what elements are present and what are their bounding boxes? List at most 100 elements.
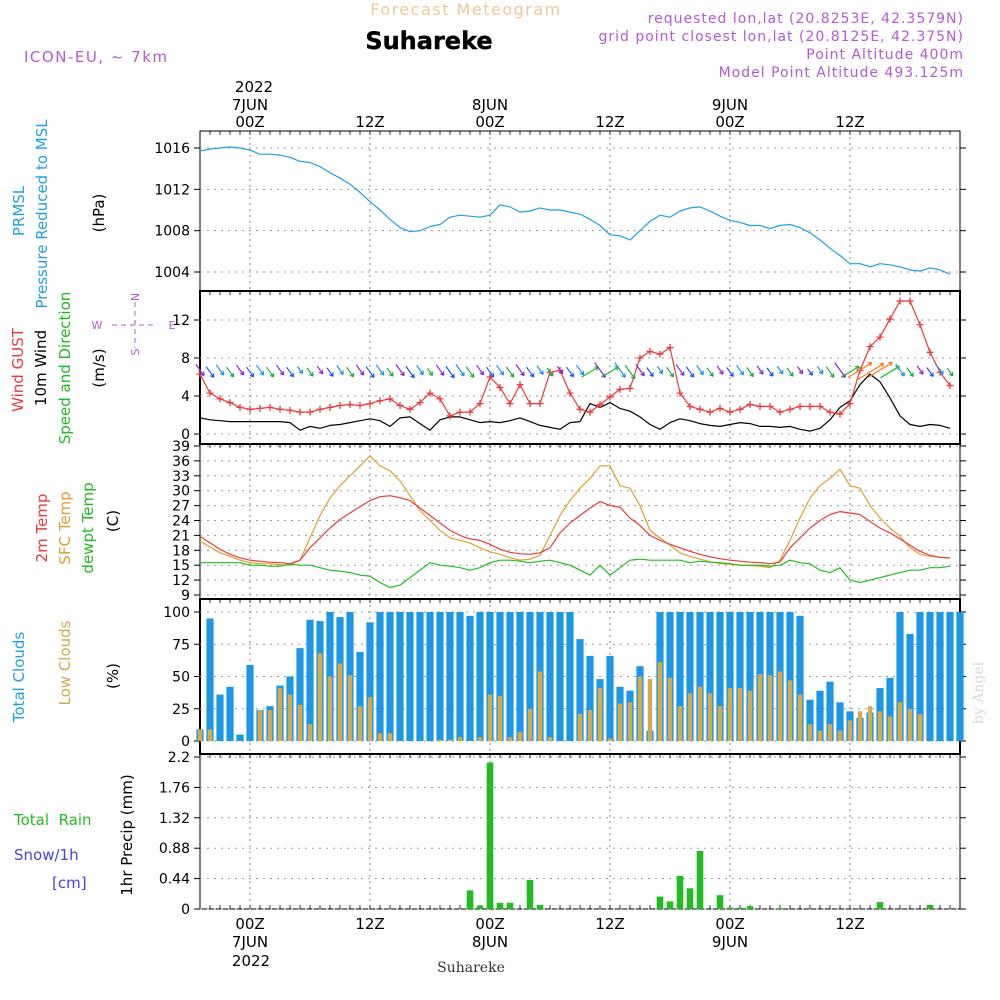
wind-direction-arrowhead — [389, 372, 394, 377]
clouds-tick-label: 0 — [181, 734, 190, 750]
gust-point — [276, 405, 284, 413]
total-clouds-bar — [456, 612, 464, 741]
gust-point — [636, 354, 644, 362]
bottom-hour-label: 12Z — [355, 915, 384, 933]
bottom-hour-label: 00Z — [475, 915, 504, 933]
low-clouds-bar — [757, 673, 763, 741]
wind-direction-arrowhead — [789, 372, 794, 377]
total-clouds-bar — [936, 612, 944, 741]
wind-direction-arrow — [906, 367, 914, 377]
wind-direction-arrowhead — [419, 370, 424, 376]
low-clouds-bar — [377, 733, 383, 741]
wind-direction-arrow — [286, 366, 294, 378]
top-hour-label: 12Z — [355, 113, 384, 131]
wind-direction-arrow — [867, 361, 893, 379]
wind-direction-arrow — [515, 364, 525, 376]
temp-tick-label: 27 — [172, 499, 190, 515]
low-clouds-bar — [877, 711, 883, 741]
wind-direction-arrowhead — [520, 371, 525, 377]
low-clouds-bar — [257, 710, 263, 741]
total-clouds-bar — [896, 612, 904, 741]
low-clouds-bar — [667, 677, 673, 741]
precip-tick-label: 1.76 — [159, 780, 190, 796]
wind-direction-arrowhead — [469, 373, 475, 378]
wind-direction-arrowhead — [259, 370, 265, 376]
wind-speed-line — [199, 373, 951, 432]
wind-direction-arrowhead — [778, 369, 784, 375]
low-clouds-bar — [747, 690, 753, 741]
gust-point — [586, 408, 594, 416]
total-clouds-label: Total Clouds — [10, 632, 28, 724]
gust-point — [476, 400, 484, 408]
gust-point — [266, 403, 274, 411]
total-clouds-bar — [226, 686, 234, 741]
temp-tick-label: 33 — [172, 469, 190, 485]
wind-direction-arrowhead — [729, 372, 734, 378]
total-clouds-bar — [806, 699, 814, 741]
wind-direction-arrow — [355, 364, 365, 376]
temp-tick-label: 18 — [172, 543, 190, 559]
total-clouds-bar — [826, 681, 834, 741]
clouds-tick-label: 100 — [163, 605, 190, 621]
wind-direction-arrow — [386, 367, 394, 377]
low-clouds-bar — [637, 676, 643, 741]
wind-direction-arrow — [316, 365, 324, 375]
wind-direction-arrowhead — [439, 371, 445, 376]
total-clouds-bar — [516, 612, 524, 741]
wind-direction-arrow — [416, 365, 424, 375]
low-clouds-bar — [587, 710, 593, 741]
low-clouds-bar — [517, 731, 523, 741]
gust-point — [916, 321, 924, 329]
low-clouds-bar — [197, 729, 203, 741]
gust-point — [716, 404, 724, 412]
wind-direction-arrow — [346, 366, 354, 378]
pressure-unit: (hPa) — [90, 194, 108, 233]
wind-direction-arrowhead — [929, 372, 934, 378]
clouds-tick-label: 50 — [172, 670, 190, 686]
total-clouds-bar — [836, 702, 844, 741]
low-clouds-bar — [507, 737, 513, 741]
gust-point — [236, 403, 244, 411]
wind-gust-line — [199, 300, 951, 417]
gust-point — [836, 410, 844, 418]
wind-direction-arrow — [235, 364, 245, 376]
gust-point — [526, 400, 534, 408]
top-hour-label: 00Z — [715, 113, 744, 131]
total-clouds-bar — [506, 612, 514, 741]
gust-point — [396, 402, 404, 409]
gust-point — [846, 400, 854, 408]
low-clouds-bar — [697, 686, 703, 741]
low-clouds-bar — [487, 694, 493, 741]
low-clouds-bar — [357, 706, 363, 741]
wind-direction-arrowhead — [558, 369, 564, 375]
clouds-tick-label: 75 — [172, 637, 190, 653]
wind-direction-arrowhead — [669, 372, 675, 378]
rain-bar — [726, 907, 734, 909]
wind-direction-arrow — [336, 365, 344, 375]
wind-direction-arrow — [635, 363, 645, 377]
wind-direction-arrow — [566, 366, 574, 378]
low-clouds-label: Low Clouds — [56, 620, 74, 705]
wind-direction-arrow — [365, 366, 375, 378]
low-clouds-bar — [787, 680, 793, 741]
rain-bar — [506, 902, 514, 909]
gust-point — [796, 402, 804, 410]
location-title: Suhareke — [365, 27, 492, 55]
low-clouds-bar — [767, 675, 773, 741]
wind-direction-arrowhead — [709, 372, 714, 377]
low-clouds-bar — [827, 724, 833, 741]
low-clouds-bar — [527, 708, 533, 741]
compass-w: W — [92, 319, 103, 332]
compass-n: N — [129, 293, 142, 301]
wind-direction-arrowhead — [529, 372, 535, 378]
gust-point — [866, 343, 874, 351]
clouds-unit: (%) — [104, 663, 122, 689]
wind-direction-arrow — [776, 365, 784, 375]
wind-direction-arrowhead — [239, 370, 245, 376]
wind-direction-arrow — [756, 365, 764, 375]
pressure-tick-label: 1012 — [154, 182, 190, 198]
gust-point — [416, 399, 424, 407]
wind-direction-arrow — [525, 366, 535, 378]
wind-direction-arrow — [936, 365, 944, 375]
total-clouds-bar — [796, 615, 804, 741]
